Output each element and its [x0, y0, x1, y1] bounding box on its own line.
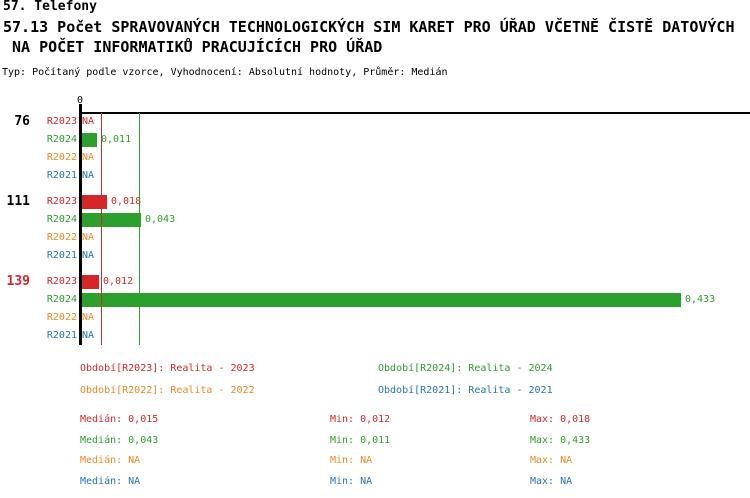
axis-zero-label: 0 — [76, 95, 84, 106]
series-label: R2022 — [46, 232, 77, 243]
y-axis-line — [79, 104, 82, 345]
bar-value-label: 0,433 — [685, 294, 716, 305]
bar-row: NA — [82, 229, 94, 247]
series-label: R2022 — [46, 152, 77, 163]
stat-median-r2021: Medián: NA — [80, 476, 141, 487]
stat-median-r2024: Medián: 0,043 — [80, 435, 159, 446]
legend-item-r2023: Období[R2023]: Realita - 2023 — [80, 363, 255, 374]
stat-min-r2023: Min: 0,012 — [330, 414, 391, 425]
series-label: R2024 — [46, 134, 77, 145]
series-label: R2023 — [46, 116, 77, 127]
series-label: R2024 — [46, 294, 77, 305]
bar-value-label: 0,012 — [103, 276, 134, 287]
bar — [82, 213, 141, 227]
group-label: 139 — [6, 274, 30, 289]
series-label: R2024 — [46, 214, 77, 225]
bar-value-label: NA — [82, 330, 95, 341]
bar-row: 0,011 — [82, 131, 131, 149]
chart-subtitle: Typ: Počítaný podle vzorce, Vyhodnocení:… — [2, 67, 448, 78]
stat-max-r2023: Max: 0,018 — [530, 414, 591, 425]
median-line — [139, 113, 140, 345]
series-label: R2023 — [46, 276, 77, 287]
series-label: R2021 — [46, 170, 77, 181]
stat-median-r2023: Medián: 0,015 — [80, 414, 159, 425]
series-label: R2023 — [46, 196, 77, 207]
section-title: 57. Telefony — [3, 0, 97, 14]
group-label: 111 — [6, 194, 30, 209]
group-label: 76 — [14, 114, 30, 129]
stat-median-r2022: Medián: NA — [80, 455, 141, 466]
x-axis-line — [80, 112, 750, 114]
bar-row: 0,012 — [82, 273, 133, 291]
legend-item-r2024: Období[R2024]: Realita - 2024 — [378, 363, 553, 374]
bar-row: NA — [82, 327, 94, 345]
chart-title-line2: NA POČET INFORMATIKŮ PRACUJÍCÍCH PRO ÚŘA… — [3, 38, 383, 56]
bar-value-label: NA — [82, 232, 95, 243]
stat-max-r2022: Max: NA — [530, 455, 573, 466]
bar — [82, 293, 681, 307]
bar-row: NA — [82, 309, 94, 327]
series-label: R2022 — [46, 312, 77, 323]
series-label: R2021 — [46, 250, 77, 261]
bar-row: NA — [82, 149, 94, 167]
bar-row: 0,433 — [82, 291, 715, 309]
bar-value-label: 0,018 — [111, 196, 142, 207]
bar-row: NA — [82, 167, 94, 185]
bar-value-label: NA — [82, 312, 95, 323]
bar-value-label: NA — [82, 116, 95, 127]
stat-max-r2021: Max: NA — [530, 476, 573, 487]
bar — [82, 195, 107, 209]
legend-item-r2022: Období[R2022]: Realita - 2022 — [80, 385, 255, 396]
bar-value-label: NA — [82, 152, 95, 163]
bar-row: 0,018 — [82, 193, 141, 211]
chart-title-line1: 57.13 Počet SPRAVOVANÝCH TECHNOLOGICKÝCH… — [3, 18, 735, 36]
bar-value-label: 0,043 — [145, 214, 176, 225]
bar-row: NA — [82, 113, 94, 131]
bar-value-label: 0,011 — [101, 134, 132, 145]
stat-min-r2024: Min: 0,011 — [330, 435, 391, 446]
stat-max-r2024: Max: 0,433 — [530, 435, 591, 446]
bar-row: NA — [82, 247, 94, 265]
bar-value-label: NA — [82, 250, 95, 261]
bar — [82, 275, 99, 289]
stat-min-r2021: Min: NA — [330, 476, 373, 487]
legend-item-r2021: Období[R2021]: Realita - 2021 — [378, 385, 553, 396]
median-line — [101, 113, 102, 345]
series-label: R2021 — [46, 330, 77, 341]
bar-row: 0,043 — [82, 211, 175, 229]
stat-min-r2022: Min: NA — [330, 455, 373, 466]
bar-value-label: NA — [82, 170, 95, 181]
bar — [82, 133, 97, 147]
